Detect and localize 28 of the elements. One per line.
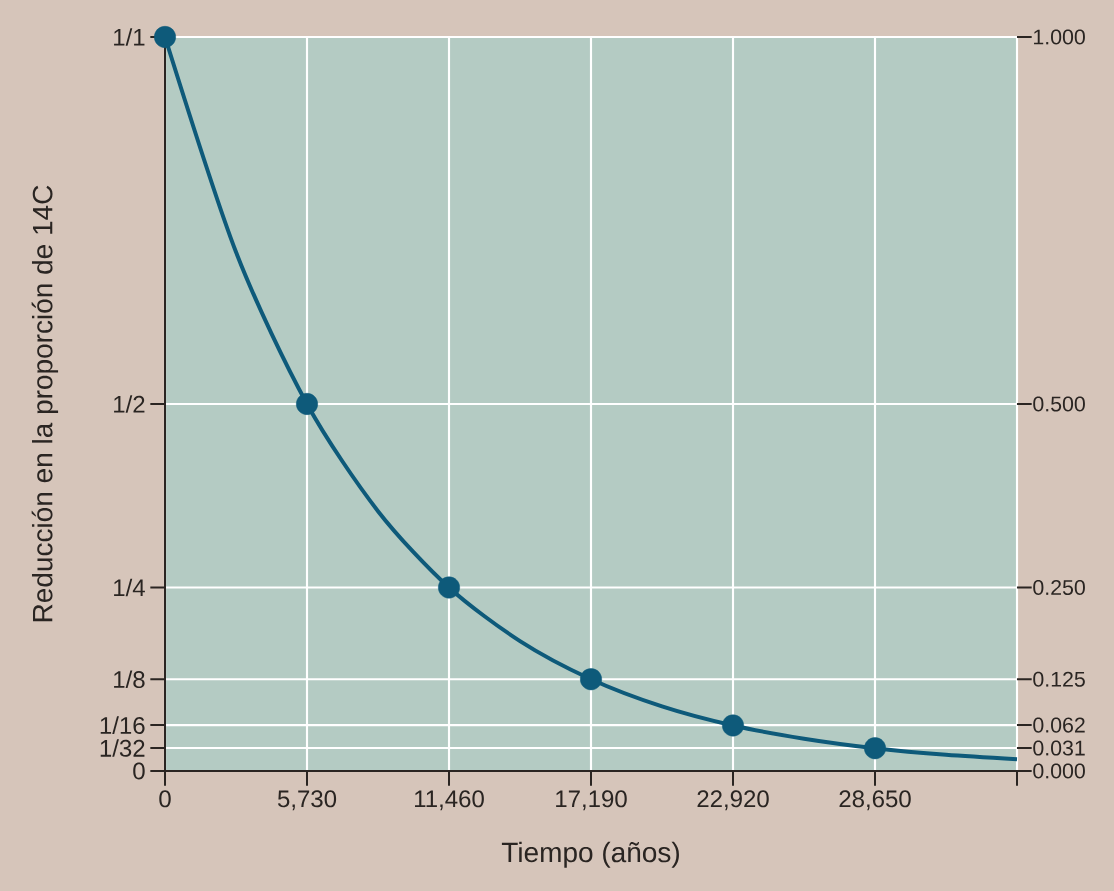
y2-tick-label: 0.250 (1033, 579, 1085, 596)
y2-tick-label: 1.000 (1034, 29, 1085, 45)
y2-tick-label: 0.062 (1033, 717, 1085, 733)
point (722, 714, 744, 737)
y-tick-label: 1/4 (114, 578, 145, 597)
x-tick-label: 22,920 (697, 790, 769, 811)
y-tick-label: 1/1 (114, 28, 145, 46)
y2-tick-label: 0.031 (1033, 740, 1085, 756)
x-tick-label: 0 (159, 790, 171, 808)
x-axis-title: Tiempo (años) (501, 841, 679, 868)
x-tick-label: 5,730 (277, 790, 337, 811)
y-tick-label: 1/2 (114, 395, 145, 413)
y-tick-label: 0 (133, 762, 145, 780)
y-axis-title: Reducción en la proporción de 14C (31, 185, 59, 622)
x-tick-label: 11,460 (415, 790, 484, 811)
y2-tick-label: 0.500 (1033, 396, 1085, 412)
point (296, 393, 318, 415)
point (154, 26, 176, 48)
point (580, 668, 602, 691)
y-tick-label: 1/32 (100, 739, 145, 757)
y-tick-label: 1/16 (100, 716, 145, 734)
x-tick-label: 17,190 (556, 790, 627, 811)
point (438, 576, 460, 599)
y2-tick-label: 0.125 (1033, 671, 1085, 687)
point (864, 737, 886, 760)
x-tick-label: 28,650 (839, 790, 911, 811)
y2-tick-label: 0.000 (1033, 763, 1085, 779)
y-tick-label: 1/8 (114, 670, 145, 689)
